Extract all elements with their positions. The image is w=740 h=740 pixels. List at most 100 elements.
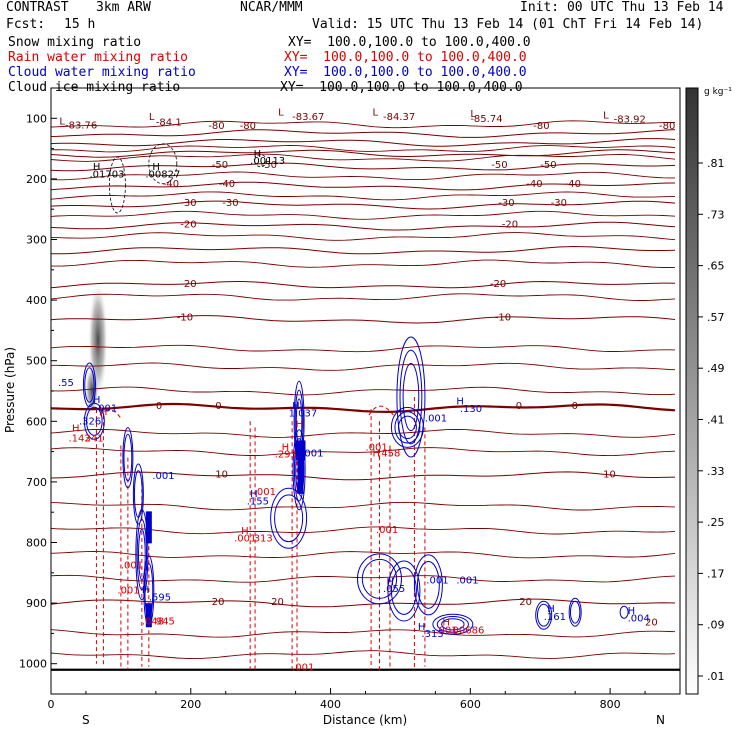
contour-label: -50 (540, 160, 556, 171)
temperature-contour-line (50, 171, 675, 181)
x-end-label-north: N (656, 713, 665, 727)
cloud-water-contour (122, 427, 134, 489)
contour-label: H (386, 577, 394, 588)
field-snow-name: Snow mixing ratio (8, 35, 142, 50)
contour-label: H (296, 419, 304, 430)
rain-contours (95, 397, 426, 671)
contour-label: L (470, 109, 476, 120)
cloud-water-core (297, 457, 304, 494)
contour-label: .595 (149, 593, 171, 604)
temperature-contour-line (50, 629, 676, 638)
temperature-contour-line (50, 344, 676, 353)
contour-label: -20 (490, 279, 506, 290)
contour-label: -85.74 (470, 114, 502, 125)
snow-contour (108, 156, 126, 214)
contour-label: .001 (456, 576, 478, 587)
temperature-contour-line (50, 181, 675, 191)
contour-label: -30 (180, 198, 196, 209)
contour-label: 945 (156, 616, 175, 627)
colorbar-label: .25 (707, 516, 725, 529)
contour-label: L (603, 110, 609, 121)
cloud-water-contours (82, 336, 629, 635)
colorbar (685, 87, 699, 695)
contour-label: .313 (421, 629, 443, 640)
y-axis-label: Pressure (hPa) (3, 347, 17, 433)
contour-label: 0 (215, 401, 221, 412)
field-cloud-water-name: Cloud water mixing ratio (8, 65, 196, 80)
contour-label: 313 (254, 533, 273, 544)
contour-label: .001 (95, 404, 117, 415)
contour-label: 20 (645, 618, 658, 629)
colorbar-label: .41 (707, 414, 725, 427)
cloud-water-contour (135, 509, 149, 601)
contour-label: -30 (498, 198, 514, 209)
x-axis-label: Distance (km) (323, 713, 407, 727)
contour-label: .001 (121, 561, 143, 572)
contour-label: -20 (180, 279, 196, 290)
cloud-water-contour (535, 600, 553, 630)
init-time: Init: 00 UTC Thu 13 Feb 14 (520, 0, 724, 15)
contour-label: H (250, 489, 258, 500)
cloud-water-contour (137, 528, 146, 581)
contour-label: L (372, 107, 378, 118)
contour-label: .001 (426, 576, 448, 587)
contour-label: .001 (366, 442, 388, 453)
temperature-contour-line (50, 280, 676, 289)
cloud-water-contour (361, 558, 398, 599)
contour-label: 241 (85, 433, 104, 444)
contour-label: -50 (261, 160, 277, 171)
contour-label: .001 (435, 625, 457, 636)
contour-label: .55 (58, 378, 74, 389)
y-tick-label: 100 (26, 112, 47, 125)
y-tick-label: 1000 (19, 658, 47, 671)
contour-label: H (418, 622, 426, 633)
cloud-water-contour (390, 406, 424, 448)
contour-label: H (100, 407, 108, 418)
contour-label: 0 (156, 401, 162, 412)
contour-label: .048 (142, 616, 164, 627)
contour-label: 1.037 (289, 408, 318, 419)
experiment-label: CONTRAST (6, 0, 69, 15)
contour-label: -40 (526, 179, 542, 190)
contour-label: .001 (292, 662, 314, 673)
cloud-water-contour (402, 362, 420, 432)
contour-label: -20 (180, 219, 196, 230)
temperature-contour-line (50, 650, 676, 660)
x-tick-label: 600 (460, 698, 481, 711)
colorbar-label: .17 (707, 567, 725, 580)
contour-label: -10 (495, 313, 511, 324)
contour-label: H (254, 149, 262, 160)
contour-label: L (59, 116, 65, 127)
cloud-water-contour (132, 463, 144, 525)
temperature-contour-line (50, 129, 676, 138)
temperature-contour-line (50, 447, 676, 457)
contour-labels: L -83.76L -84.1 -80 -80L -83.67 L -84.37 L-85.74… (58, 107, 675, 673)
contour-label: .293 (275, 450, 297, 461)
contour-label: -83.92 (614, 115, 646, 126)
temperature-contour-line (50, 315, 676, 324)
cloud-water-contour (123, 433, 133, 482)
temperature-contour-line (51, 362, 676, 371)
contour-label: 10 (215, 470, 228, 481)
cloud-water-contour (399, 349, 423, 445)
contour-label: -40 (163, 179, 179, 190)
contour-label: .01703 (89, 170, 124, 181)
contour-label: .001 (117, 585, 139, 596)
contour-label: H (628, 606, 636, 617)
cloud-water-contour (441, 618, 465, 631)
source-label: NCAR/MMM (240, 0, 303, 15)
y-tick-label: 800 (26, 537, 47, 550)
y-axis: 100 200 300 400 500 600 700 800 900 1000 (19, 112, 57, 671)
valid-time: Valid: 15 UTC Thu 13 Feb 14 (01 ChT Fri … (312, 17, 704, 32)
temperature-contour-line (50, 149, 676, 158)
temperature-contour-line (51, 259, 676, 268)
contour-label: .055 (383, 584, 405, 595)
y-tick-label: 700 (26, 476, 47, 489)
cloud-water-contour (396, 336, 426, 458)
colorbar-label: .57 (707, 311, 725, 324)
temperature-contour-line (50, 191, 676, 201)
contour-label: 0 (516, 401, 522, 412)
contour-label: -40 (219, 179, 235, 190)
y-tick-label: 600 (26, 415, 47, 428)
y-tick-label: 300 (26, 234, 47, 247)
